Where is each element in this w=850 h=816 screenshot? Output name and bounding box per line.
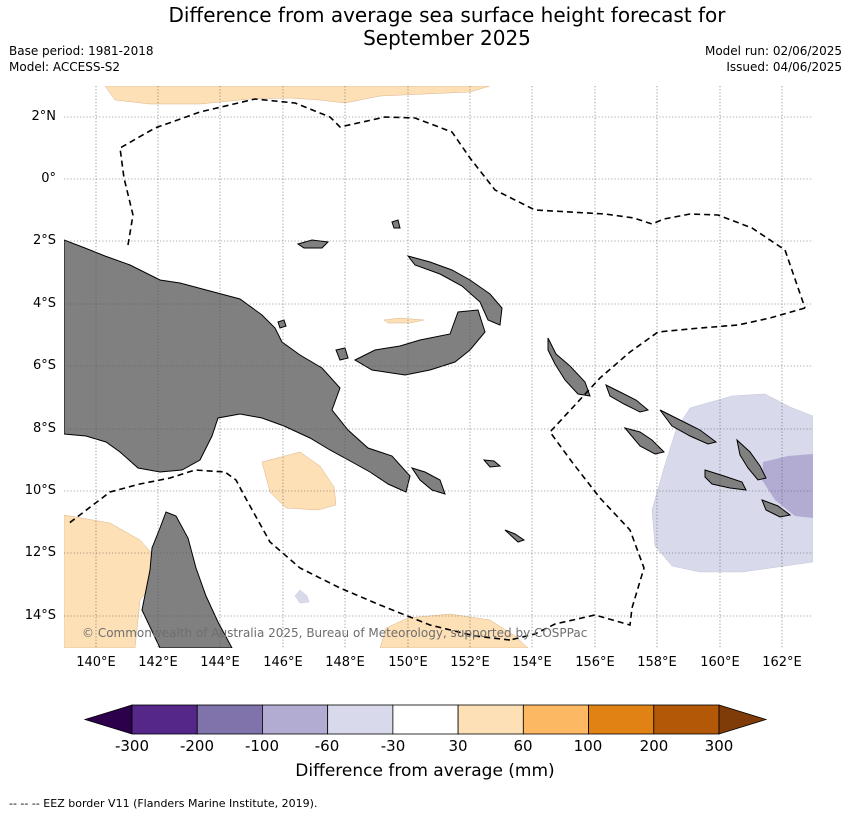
malaita	[736, 438, 767, 481]
colorbar-segment	[262, 704, 329, 735]
lat-label-10s: 10°S	[24, 483, 56, 498]
colorbar-tick-neg300: -300	[114, 737, 150, 755]
umboi	[335, 347, 349, 361]
lat-label-0: 0°	[41, 171, 56, 186]
choiseul	[605, 383, 650, 413]
lon-label-154e: 154°E	[512, 655, 552, 670]
colorbar-segment	[522, 704, 589, 735]
map-svg	[64, 86, 813, 648]
colorbar-tick-neg100: -100	[244, 737, 280, 755]
lon-label-150e: 150°E	[388, 655, 428, 670]
colorbar-segments	[83, 704, 768, 735]
lon-label-160e: 160°E	[700, 655, 740, 670]
santa-isabel	[659, 409, 718, 445]
colorbar-tick-60: 60	[513, 737, 533, 755]
copyright-notice: © Commonwealth of Australia 2025, Bureau…	[82, 626, 588, 640]
new-ireland	[406, 255, 503, 326]
model-run: Model run: 02/06/2025	[704, 44, 842, 58]
lon-label-146e: 146°E	[263, 655, 303, 670]
anomaly-positive-30-60	[64, 86, 529, 648]
lon-label-142e: 142°E	[138, 655, 178, 670]
lon-label-144e: 144°E	[200, 655, 240, 670]
lat-label-4s: 4°S	[32, 296, 56, 311]
title-line-2: September 2025	[363, 26, 531, 50]
colorbar-tick-100: 100	[573, 737, 603, 755]
cape-york	[141, 511, 233, 648]
lon-label-162e: 162°E	[762, 655, 802, 670]
colorbar-arrow-high	[718, 704, 768, 735]
eez-border	[67, 98, 806, 641]
bougainville	[547, 337, 591, 397]
lat-label-12s: 12°S	[24, 545, 56, 560]
colorbar-segment	[392, 704, 459, 735]
lon-label-148e: 148°E	[325, 655, 365, 670]
chart-title: Difference from average sea surface heig…	[0, 4, 850, 50]
lon-label-158e: 158°E	[637, 655, 677, 670]
dentrecasteaux	[410, 467, 446, 495]
colorbar-segment	[196, 704, 263, 735]
anomaly-negative-60-100	[762, 454, 813, 518]
meta-right: Model run: 02/06/2025 Issued: 04/06/2025	[705, 43, 842, 75]
woodlark	[482, 459, 502, 468]
colorbar-segment	[327, 704, 394, 735]
colorbar-tick-neg30: -30	[380, 737, 406, 755]
colorbar-tick-neg60: -60	[314, 737, 340, 755]
colorbar-segment	[588, 704, 655, 735]
eez-legend-note: -- -- -- EEZ border V11 (Flanders Marine…	[9, 797, 318, 810]
grid-lines	[64, 86, 813, 648]
lat-label-6s: 6°S	[32, 358, 56, 373]
title-line-1: Difference from average sea surface heig…	[168, 3, 726, 27]
base-period: Base period: 1981-2018	[9, 44, 154, 58]
colorbar-segment	[653, 704, 720, 735]
issued-date: Issued: 04/06/2025	[726, 60, 842, 74]
lon-label-140e: 140°E	[76, 655, 116, 670]
colorbar-segment	[457, 704, 524, 735]
colorbar-label: Difference from average (mm)	[295, 761, 555, 781]
makira	[761, 499, 792, 518]
lat-label-2n: 2°N	[31, 109, 57, 124]
colorbar-tick-neg200: -200	[179, 737, 215, 755]
lon-label-152e: 152°E	[450, 655, 490, 670]
meta-left: Base period: 1981-2018 Model: ACCESS-S2	[9, 43, 154, 75]
rossel	[504, 529, 526, 543]
colorbar-segment	[131, 704, 198, 735]
guadalcanal	[704, 469, 747, 491]
manus	[296, 239, 330, 249]
colorbar-tick-30: 30	[448, 737, 468, 755]
colorbar-arrow-low	[83, 704, 133, 735]
lat-label-8s: 8°S	[32, 421, 56, 436]
lon-label-156e: 156°E	[575, 655, 615, 670]
lat-label-14s: 14°S	[24, 608, 56, 623]
colorbar-tick-200: 200	[639, 737, 669, 755]
lat-label-2s: 2°S	[32, 233, 56, 248]
model-name: Model: ACCESS-S2	[9, 60, 121, 74]
colorbar-tick-300: 300	[704, 737, 734, 755]
new-britain	[353, 309, 486, 376]
new-georgia	[623, 427, 665, 455]
